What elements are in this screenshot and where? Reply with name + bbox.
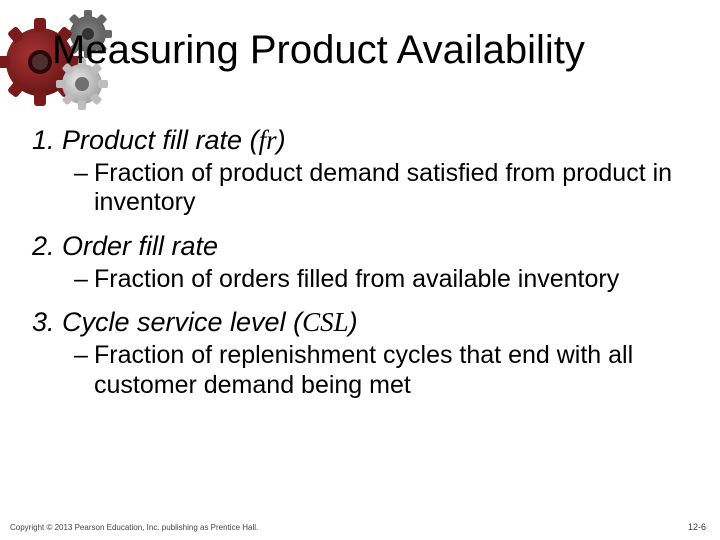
item-number: 3. bbox=[32, 306, 62, 339]
dash-icon: – bbox=[74, 341, 94, 371]
page-title: Measuring Product Availability bbox=[52, 28, 700, 73]
sub-text: Fraction of product demand satisfied fro… bbox=[94, 159, 672, 217]
item-label-pre: Product fill rate ( bbox=[62, 125, 259, 155]
sub-item-3: –Fraction of replenishment cycles that e… bbox=[94, 341, 678, 400]
sub-item-1: –Fraction of product demand satisfied fr… bbox=[94, 159, 678, 218]
list-item-2: 2.Order fill rate bbox=[32, 230, 688, 263]
copyright-text: Copyright © 2013 Pearson Education, Inc.… bbox=[10, 523, 258, 532]
slide: Measuring Product Availability 1.Product… bbox=[0, 0, 720, 540]
item-label-post: ) bbox=[277, 125, 286, 155]
page-number: 12-6 bbox=[688, 522, 706, 532]
dash-icon: – bbox=[74, 265, 94, 295]
item-label-post: ) bbox=[349, 307, 358, 337]
dash-icon: – bbox=[74, 159, 94, 189]
sub-item-2: –Fraction of orders filled from availabl… bbox=[94, 265, 678, 295]
item-abbrev: CSL bbox=[302, 307, 349, 337]
sub-text: Fraction of replenishment cycles that en… bbox=[94, 341, 633, 399]
item-abbrev: fr bbox=[259, 125, 277, 155]
list-item-3: 3.Cycle service level (CSL) bbox=[32, 306, 688, 339]
item-number: 1. bbox=[32, 124, 62, 157]
sub-text: Fraction of orders filled from available… bbox=[94, 265, 619, 293]
item-label-pre: Order fill rate bbox=[62, 231, 218, 261]
content-list: 1.Product fill rate (fr) –Fraction of pr… bbox=[32, 122, 688, 412]
item-label-pre: Cycle service level ( bbox=[62, 307, 302, 337]
item-number: 2. bbox=[32, 230, 62, 263]
list-item-1: 1.Product fill rate (fr) bbox=[32, 124, 688, 157]
